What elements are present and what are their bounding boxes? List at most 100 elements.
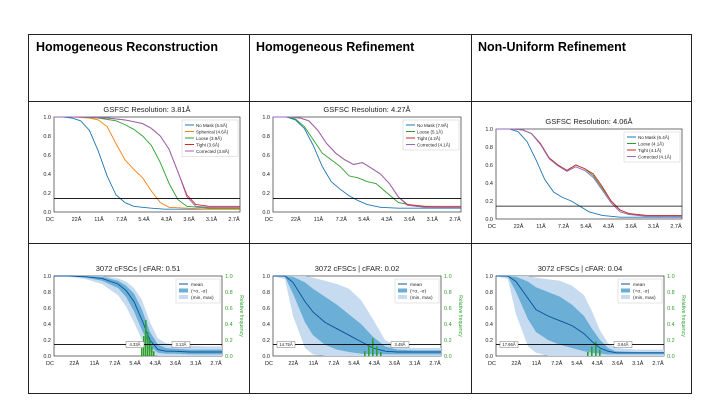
chart-title: GSFSC Resolution: 4.27Å — [323, 105, 410, 114]
legend-label: mean — [410, 283, 422, 288]
histogram-bar — [368, 344, 370, 356]
legend-label: (min, max) — [633, 295, 656, 301]
column-divider — [249, 35, 250, 393]
y-tick-label: 0.6 — [43, 153, 51, 159]
x-tick-label: DC — [488, 361, 496, 367]
y-tick-label: 0.4 — [262, 322, 270, 328]
x-tick-label: 2.7Å — [228, 216, 240, 223]
x-tick-label: 7.2Å — [336, 216, 348, 223]
chart-title: 3072 cFSCs | cFAR: 0.51 — [96, 264, 181, 273]
histogram-bar — [141, 348, 143, 356]
y-tick-label: 0.6 — [262, 153, 270, 159]
x-tick-label: 3.1Å — [632, 360, 644, 367]
y2-tick-label: 0.2 — [667, 338, 675, 344]
resolution-marker-box — [390, 341, 410, 348]
y-tick-label: 0.6 — [485, 306, 493, 312]
x-tick-label: DC — [46, 361, 54, 367]
x-tick-label: 22Å — [514, 223, 524, 230]
y-tick-label: 0.0 — [262, 210, 270, 216]
x-tick-label: 7.2Å — [116, 216, 128, 223]
histogram-bar — [149, 340, 151, 356]
fsc-curve-green — [54, 116, 240, 209]
y2-tick-label: 1.0 — [667, 274, 675, 280]
x-tick-label: DC — [265, 217, 273, 223]
fsc-curve-blue — [273, 116, 461, 209]
y2-axis-label: Relative frequency — [680, 295, 686, 337]
y2-tick-label: 0.8 — [225, 290, 233, 296]
cfsc-chart-non-uniform-refinement: 3072 cFSCs | cFAR: 0.04 0.0 0.2 0.4 0.6 0.8 1.… — [485, 264, 686, 367]
x-tick-label: 5.4Å — [129, 360, 141, 367]
x-tick-label: 3.6Å — [389, 360, 401, 367]
x-tick-label: DC — [46, 217, 54, 223]
fsc-curve-orange — [54, 116, 240, 210]
x-tick-label: 3.1Å — [427, 216, 439, 223]
legend-label: (+σ, -σ) — [633, 288, 650, 294]
y-tick-label: 1.0 — [485, 274, 493, 280]
legend-label: Loose (5.1Å) — [417, 128, 443, 134]
x-tick-label: 11Å — [532, 360, 542, 367]
chart-title: 3072 cFSCs | cFAR: 0.04 — [538, 264, 623, 273]
x-tick-label: 3.1Å — [409, 360, 421, 367]
x-tick-label: 5.4Å — [348, 360, 360, 367]
legend-swatch — [179, 288, 188, 293]
legend-label: mean — [633, 283, 645, 288]
y-tick-label: 0.4 — [485, 322, 493, 328]
mean-curve — [273, 275, 441, 353]
fsc-curve-blue — [54, 116, 240, 210]
legend-label: Tight (4.2Å) — [417, 135, 441, 141]
y2-axis-label: Relative frequency — [238, 295, 244, 337]
y-tick-label: 0.6 — [485, 163, 493, 169]
plot-frame — [495, 128, 683, 220]
x-tick-label: 22Å — [72, 216, 82, 223]
histogram-bar — [151, 346, 153, 356]
fsc-curve-purple — [54, 116, 240, 208]
x-tick-label: DC — [488, 224, 496, 230]
y-tick-label: 0.8 — [262, 290, 270, 296]
x-tick-label: 22Å — [69, 360, 79, 367]
x-tick-label: 11Å — [309, 360, 319, 367]
sigma-band — [273, 276, 441, 355]
fsc-curve-purple — [496, 128, 682, 217]
sigma-band — [496, 276, 664, 355]
resolution-marker-label: 4.33Å — [130, 342, 141, 347]
x-tick-label: 4.3Å — [369, 360, 381, 367]
legend-swatch — [621, 288, 630, 293]
y2-axis-label: Relative frequency — [457, 295, 463, 337]
y-tick-label: 0.0 — [262, 354, 270, 360]
x-tick-label: 4.3Å — [381, 216, 393, 223]
x-tick-label: 5.4Å — [580, 223, 592, 230]
x-tick-label: 3.6Å — [612, 360, 624, 367]
x-tick-label: 2.7Å — [449, 216, 461, 223]
legend-label: No Mask (7.9Å) — [417, 122, 449, 128]
x-tick-label: 3.1Å — [190, 360, 202, 367]
y-tick-label: 0.0 — [43, 354, 51, 360]
legend-label: Tight (3.6Å) — [196, 141, 220, 147]
x-tick-label: 3.6Å — [183, 216, 195, 223]
y2-tick-label: 0.4 — [444, 322, 452, 328]
legend-swatch — [179, 295, 188, 299]
resolution-marker-label: 14.75Å — [279, 342, 292, 347]
y-tick-label: 0.4 — [485, 181, 493, 187]
x-tick-label: 7.2Å — [558, 223, 570, 230]
x-tick-label: 4.3Å — [161, 216, 173, 223]
x-tick-label: 3.1Å — [206, 216, 218, 223]
legend-label: Loose (4.1Å) — [638, 140, 664, 146]
y-tick-label: 1.0 — [262, 274, 270, 280]
y2-tick-label: 0.2 — [225, 338, 233, 344]
histogram-bar — [376, 346, 378, 356]
resolution-marker-box — [125, 341, 145, 348]
plot-frame — [272, 116, 462, 213]
histogram-bar — [153, 351, 155, 356]
legend-label: (+σ, -σ) — [410, 288, 427, 294]
y-tick-label: 0.2 — [43, 338, 51, 344]
plot-frame — [53, 116, 241, 213]
gsfsc-chart-non-uniform-refinement: GSFSC Resolution: 4.06Å 0.0 0.2 0.4 0.6 0.8 1.… — [485, 117, 683, 230]
y-tick-label: 0.2 — [262, 191, 270, 197]
histogram-bar — [587, 352, 589, 356]
y-tick-label: 1.0 — [43, 115, 51, 121]
sigma-band — [54, 276, 222, 355]
legend-label: Corrected (4.1Å) — [638, 153, 672, 159]
chart-title: GSFSC Resolution: 4.06Å — [545, 117, 632, 126]
y2-tick-label: 0.6 — [225, 306, 233, 312]
y-tick-label: 0.2 — [43, 191, 51, 197]
